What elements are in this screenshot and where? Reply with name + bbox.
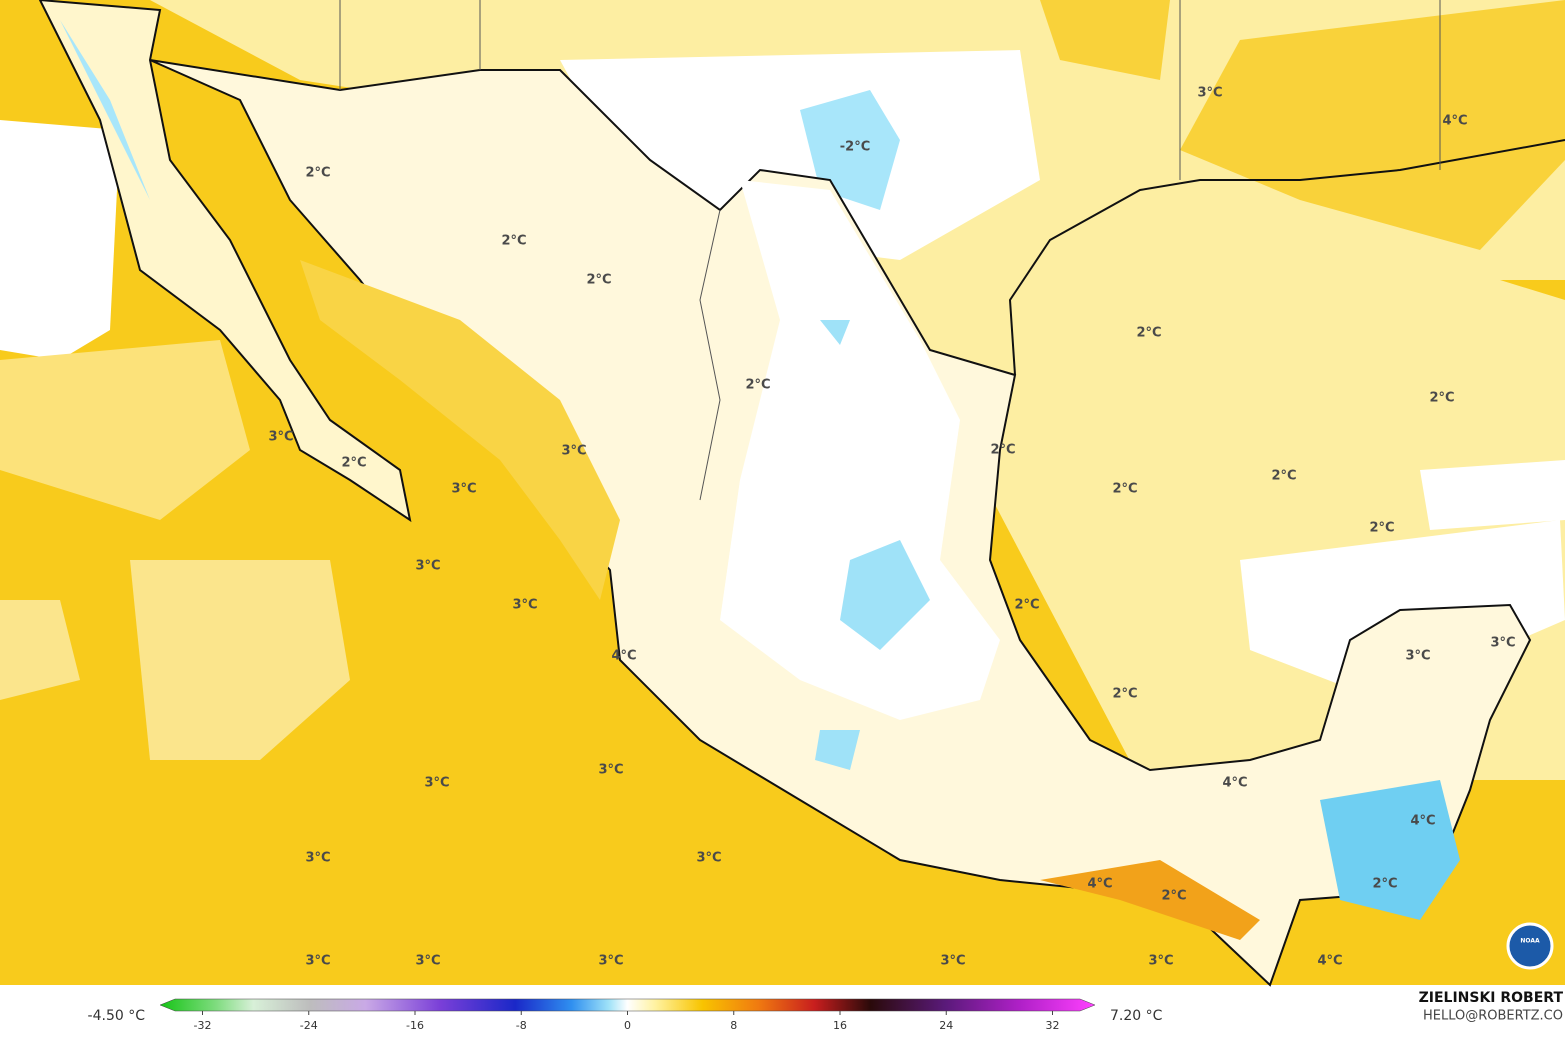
warm-zone — [1180, 0, 1565, 250]
map-labels: 3°C 4°C -2°C 2°C 2°C 2°C 2°C 2°C 2°C 3°C 3°C 2°C 2°C… — [268, 86, 1515, 969]
contour-label: 2°C — [990, 443, 1015, 458]
contour-label: 2°C — [1429, 391, 1454, 406]
coastline — [1008, 139, 1565, 376]
cool-zone — [720, 180, 1000, 720]
colorbar: -4.50 °C 7.20 °C -32 -24 -16 -8 0 8 16 24 32 — [88, 998, 1163, 1032]
colorbar-tick-label: -32 — [194, 1019, 212, 1032]
contour-label: 4°C — [1410, 814, 1435, 829]
contour-label: 2°C — [305, 166, 330, 181]
contour-label: 3°C — [561, 444, 586, 459]
contour-label: 3°C — [598, 763, 623, 778]
contour-label: 3°C — [305, 851, 330, 866]
contour-label: 4°C — [1087, 877, 1112, 892]
contour-label: 3°C — [305, 954, 330, 969]
contour-label: 4°C — [611, 649, 636, 664]
cool-zone — [1420, 460, 1565, 530]
pale-zone — [0, 600, 80, 700]
peninsula — [38, 0, 412, 523]
contour-label: 3°C — [451, 482, 476, 497]
border — [339, 0, 1441, 501]
colorbar-max: 7.20 °C — [1110, 1008, 1163, 1024]
contour-label: 2°C — [1372, 877, 1397, 892]
colorbar-tick-label: -24 — [300, 1019, 318, 1032]
contour-label: 3°C — [512, 598, 537, 613]
logo-text: NOAA — [1520, 938, 1540, 945]
contour-label: 3°C — [940, 954, 965, 969]
contour-label: 3°C — [1197, 86, 1222, 101]
contour-label: 2°C — [341, 456, 366, 471]
warm-zone — [300, 260, 620, 600]
contour-label: 3°C — [696, 851, 721, 866]
credit-contact: HELLO@ROBERTZ.CO — [1423, 1009, 1563, 1024]
colorbar-tick-label: -8 — [516, 1019, 527, 1032]
colorbar-tick-label: 32 — [1046, 1019, 1060, 1032]
contour-label: 3°C — [415, 559, 440, 574]
contour-label: 4°C — [1442, 114, 1467, 129]
credit-name: ZIELINSKI ROBERT — [1419, 990, 1564, 1006]
cold-zone — [1320, 780, 1460, 920]
colorbar-tick-label: 8 — [730, 1019, 737, 1032]
contour-label: 3°C — [1490, 636, 1515, 651]
pale-zone — [150, 0, 1565, 780]
contour-label: 3°C — [1405, 649, 1430, 664]
cold-zone — [60, 20, 150, 200]
contour-label: 4°C — [1222, 776, 1247, 791]
contour-label: 3°C — [424, 776, 449, 791]
contour-label: 2°C — [1136, 326, 1161, 341]
colorbar-tick-label: 16 — [833, 1019, 847, 1032]
warm-zone — [1040, 0, 1170, 80]
colorbar-tick-label: -16 — [406, 1019, 424, 1032]
contour-label: 2°C — [1112, 687, 1137, 702]
colorbar-bar — [159, 998, 1096, 1012]
contour-label: 2°C — [586, 273, 611, 288]
contour-label: 2°C — [745, 378, 770, 393]
pale-zone — [0, 120, 120, 360]
contour-label: 2°C — [1014, 598, 1039, 613]
cool-zone — [560, 50, 1040, 260]
colorbar-min: -4.50 °C — [88, 1008, 146, 1024]
contour-label: 3°C — [1148, 954, 1173, 969]
logo — [1506, 922, 1554, 970]
pale-zone — [0, 340, 250, 520]
contour-label: 3°C — [598, 954, 623, 969]
map — [0, 0, 1565, 987]
contour-label: 2°C — [1271, 469, 1296, 484]
contour-label: 4°C — [1317, 954, 1342, 969]
contour-label: 3°C — [415, 954, 440, 969]
contour-label: -2°C — [840, 140, 870, 155]
colorbar-tick-label: 24 — [939, 1019, 953, 1032]
hot-zone — [1040, 860, 1260, 940]
colorbar-tick-label: 0 — [624, 1019, 631, 1032]
contour-label: 2°C — [501, 234, 526, 249]
contour-label: 2°C — [1112, 482, 1137, 497]
contour-label: 2°C — [1369, 521, 1394, 536]
contour-label: 2°C — [1161, 889, 1186, 904]
pale-zone — [130, 560, 350, 760]
contour-label: 3°C — [268, 430, 293, 445]
